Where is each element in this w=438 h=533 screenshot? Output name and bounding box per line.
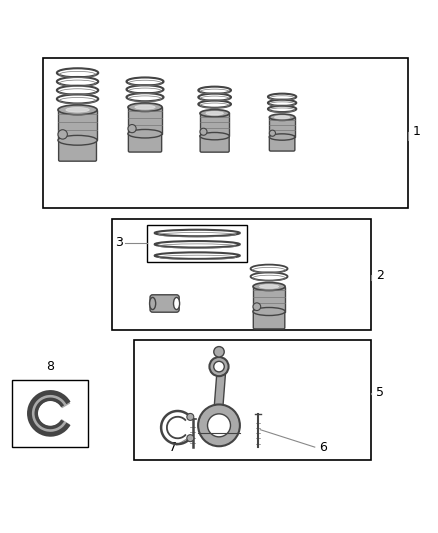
FancyBboxPatch shape (59, 139, 96, 161)
Polygon shape (214, 373, 226, 413)
FancyBboxPatch shape (253, 310, 285, 329)
Ellipse shape (253, 282, 285, 290)
Ellipse shape (127, 85, 163, 93)
Circle shape (209, 357, 229, 376)
Ellipse shape (127, 93, 163, 101)
Ellipse shape (135, 105, 155, 109)
Ellipse shape (66, 108, 89, 112)
Text: 6: 6 (319, 441, 327, 454)
Ellipse shape (128, 103, 162, 111)
FancyBboxPatch shape (150, 295, 179, 312)
Ellipse shape (259, 285, 279, 288)
FancyBboxPatch shape (269, 136, 295, 151)
Circle shape (200, 128, 207, 135)
Ellipse shape (173, 297, 180, 310)
Bar (134, 341, 371, 460)
Ellipse shape (200, 133, 230, 140)
Circle shape (187, 414, 194, 421)
Bar (58, 110, 97, 140)
Ellipse shape (57, 77, 98, 86)
Ellipse shape (251, 264, 288, 273)
Ellipse shape (269, 134, 295, 140)
Bar (43, 58, 408, 208)
Ellipse shape (275, 116, 290, 119)
Ellipse shape (58, 135, 97, 145)
Text: 1: 1 (413, 125, 420, 138)
Ellipse shape (206, 111, 223, 115)
Ellipse shape (198, 87, 231, 94)
Text: 3: 3 (115, 236, 123, 249)
Bar (113, 219, 371, 329)
Ellipse shape (268, 106, 296, 112)
Circle shape (198, 405, 240, 446)
Ellipse shape (155, 230, 240, 236)
Circle shape (187, 435, 194, 442)
Ellipse shape (268, 94, 296, 100)
Ellipse shape (269, 114, 295, 120)
FancyBboxPatch shape (200, 135, 229, 152)
Text: 5: 5 (376, 386, 384, 399)
Bar (147, 225, 247, 262)
Ellipse shape (251, 272, 288, 280)
Bar (12, 379, 88, 447)
Ellipse shape (200, 110, 230, 117)
Text: 7: 7 (169, 441, 177, 454)
Bar (269, 117, 295, 137)
Ellipse shape (57, 68, 98, 77)
Ellipse shape (127, 77, 163, 86)
Bar (200, 114, 230, 136)
Ellipse shape (198, 101, 231, 108)
FancyBboxPatch shape (128, 132, 162, 152)
Ellipse shape (155, 252, 240, 259)
Circle shape (214, 346, 224, 357)
Ellipse shape (57, 86, 98, 95)
Ellipse shape (268, 100, 296, 106)
Text: 2: 2 (376, 269, 384, 282)
Ellipse shape (150, 297, 155, 310)
Circle shape (214, 361, 224, 372)
Circle shape (253, 303, 261, 311)
Bar (128, 107, 162, 134)
Ellipse shape (58, 105, 97, 115)
Ellipse shape (128, 130, 162, 138)
Circle shape (208, 414, 230, 437)
Ellipse shape (198, 94, 231, 101)
Text: 8: 8 (46, 360, 54, 373)
Bar (253, 287, 285, 311)
Ellipse shape (57, 94, 98, 103)
Circle shape (58, 130, 67, 139)
Circle shape (128, 125, 136, 133)
Ellipse shape (253, 308, 285, 316)
Ellipse shape (155, 241, 240, 247)
Circle shape (269, 130, 276, 136)
